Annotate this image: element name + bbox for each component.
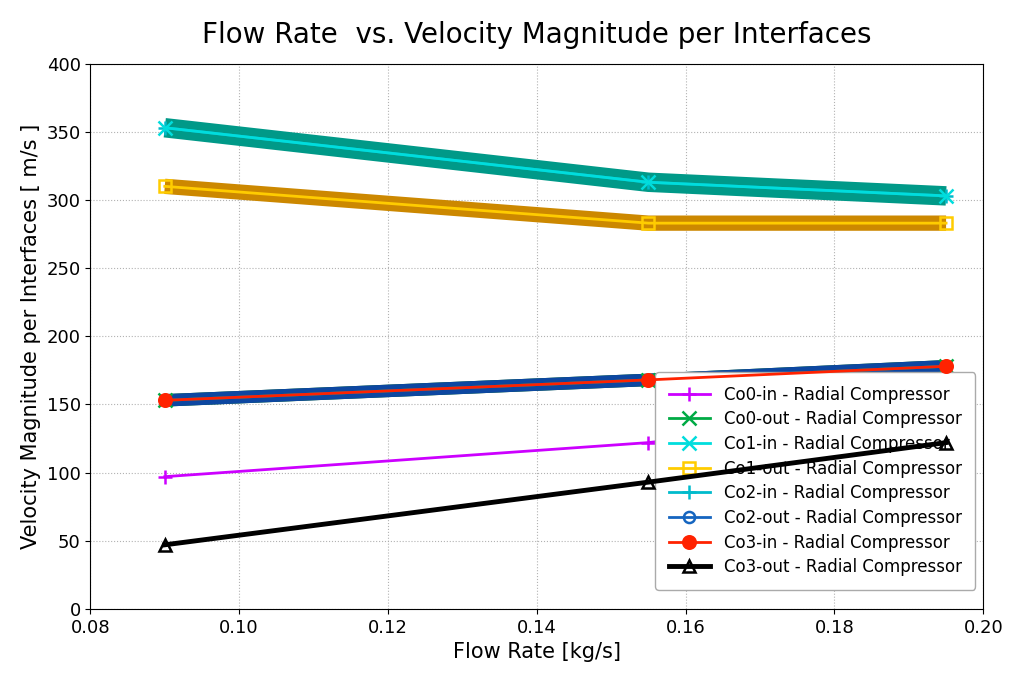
Title: Flow Rate  vs. Velocity Magnitude per Interfaces: Flow Rate vs. Velocity Magnitude per Int…: [202, 21, 871, 48]
Co0-out - Radial Compressor: [159, 396, 171, 404]
Co2-in - Radial Compressor: [159, 124, 171, 132]
Co0-in - Radial Compressor: [642, 438, 654, 447]
Co2-in - Radial Compressor: [642, 178, 654, 186]
Co0-out - Radial Compressor: [940, 362, 952, 370]
Line: Co2-out - Radial Compressor: Co2-out - Radial Compressor: [159, 361, 951, 406]
Co1-out - Radial Compressor: [940, 219, 952, 227]
Co0-in - Radial Compressor: [159, 473, 171, 481]
Co3-out - Radial Compressor: [159, 541, 171, 549]
Co1-in - Radial Compressor: [642, 178, 654, 186]
Co2-out - Radial Compressor: [159, 396, 171, 404]
Co1-out - Radial Compressor: [159, 182, 171, 191]
Legend: Co0-in - Radial Compressor, Co0-out - Radial Compressor, Co1-in - Radial Compres: Co0-in - Radial Compressor, Co0-out - Ra…: [655, 372, 975, 589]
Co0-out - Radial Compressor: [642, 376, 654, 384]
Line: Co1-out - Radial Compressor: Co1-out - Radial Compressor: [159, 180, 952, 229]
Co3-in - Radial Compressor: [642, 376, 654, 384]
Co0-in - Radial Compressor: [940, 404, 952, 413]
Co3-in - Radial Compressor: [159, 396, 171, 404]
Co1-in - Radial Compressor: [159, 124, 171, 132]
Co1-in - Radial Compressor: [940, 192, 952, 200]
Co3-out - Radial Compressor: [642, 478, 654, 486]
X-axis label: Flow Rate [kg/s]: Flow Rate [kg/s]: [453, 642, 621, 662]
Co3-out - Radial Compressor: [940, 438, 952, 447]
Line: Co2-in - Radial Compressor: Co2-in - Radial Compressor: [158, 121, 953, 203]
Co2-in - Radial Compressor: [940, 192, 952, 200]
Y-axis label: Velocity Magnitude per Interfaces [ m/s ]: Velocity Magnitude per Interfaces [ m/s …: [20, 124, 41, 549]
Co1-out - Radial Compressor: [642, 219, 654, 227]
Line: Co0-out - Radial Compressor: Co0-out - Radial Compressor: [158, 359, 953, 407]
Line: Co3-out - Radial Compressor: Co3-out - Radial Compressor: [159, 436, 952, 551]
Co3-in - Radial Compressor: [940, 362, 952, 370]
Line: Co1-in - Radial Compressor: Co1-in - Radial Compressor: [158, 121, 953, 203]
Line: Co3-in - Radial Compressor: Co3-in - Radial Compressor: [159, 360, 952, 406]
Co2-out - Radial Compressor: [940, 362, 952, 370]
Line: Co0-in - Radial Compressor: Co0-in - Radial Compressor: [158, 402, 953, 484]
Co2-out - Radial Compressor: [642, 376, 654, 384]
